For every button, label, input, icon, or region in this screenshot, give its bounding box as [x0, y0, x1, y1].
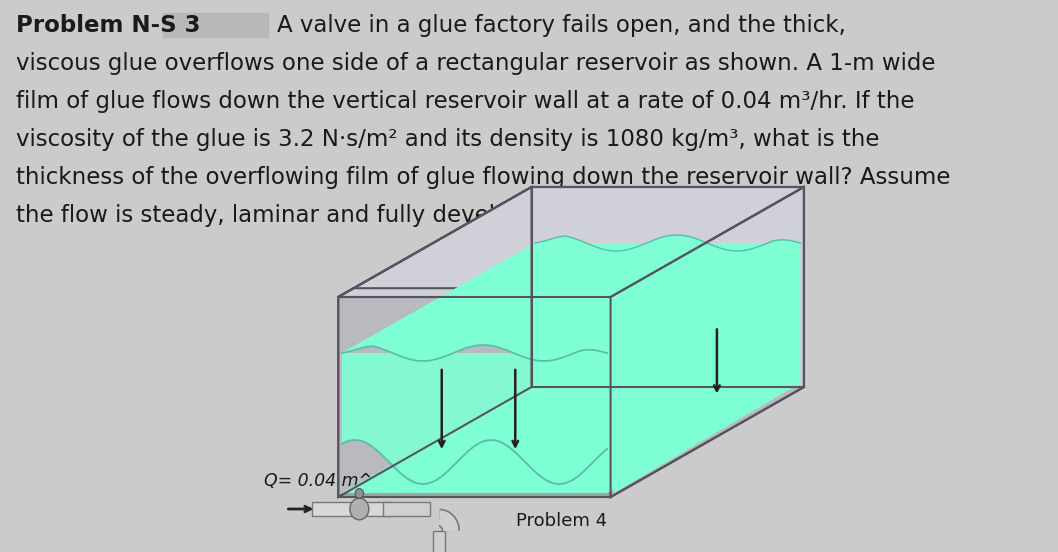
Polygon shape	[342, 353, 607, 484]
Text: viscous glue overflows one side of a rectangular reservoir as shown. A 1-m wide: viscous glue overflows one side of a rec…	[16, 52, 935, 75]
Polygon shape	[531, 187, 804, 387]
Polygon shape	[342, 235, 800, 361]
Text: Problem N-S 3: Problem N-S 3	[16, 14, 200, 37]
Polygon shape	[342, 383, 800, 493]
Text: film of glue flows down the vertical reservoir wall at a rate of 0.04 m³/hr. If : film of glue flows down the vertical res…	[16, 90, 914, 113]
Polygon shape	[610, 187, 804, 497]
Bar	[312, 502, 391, 516]
Text: A valve in a glue factory fails open, and the thick,: A valve in a glue factory fails open, an…	[277, 14, 845, 37]
Polygon shape	[339, 387, 804, 497]
Text: Q= 0.04 m^3/hr: Q= 0.04 m^3/hr	[263, 472, 407, 490]
Polygon shape	[339, 187, 804, 297]
Polygon shape	[535, 243, 800, 383]
Polygon shape	[339, 288, 626, 297]
Bar	[383, 502, 431, 516]
Circle shape	[355, 489, 364, 498]
Circle shape	[350, 498, 369, 520]
Text: Problem 4: Problem 4	[516, 512, 607, 530]
Text: the flow is steady, laminar and fully developed.: the flow is steady, laminar and fully de…	[16, 204, 560, 227]
Text: thickness of the overflowing film of glue flowing down the reservoir wall? Assum: thickness of the overflowing film of glu…	[16, 166, 950, 189]
Bar	[434, 531, 445, 552]
Text: viscosity of the glue is 3.2 N·s/m² and its density is 1080 kg/m³, what is the: viscosity of the glue is 3.2 N·s/m² and …	[16, 128, 879, 151]
Bar	[163, 13, 268, 37]
Polygon shape	[339, 187, 531, 497]
Polygon shape	[614, 243, 800, 493]
